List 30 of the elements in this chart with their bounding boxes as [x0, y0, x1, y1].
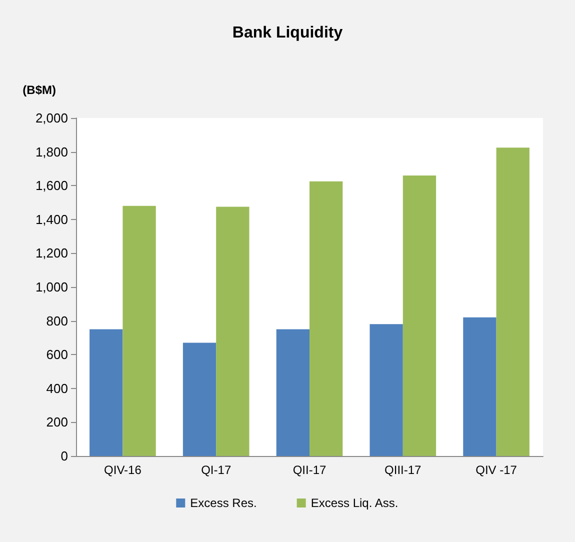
bar — [463, 317, 496, 456]
bar — [276, 329, 310, 456]
x-tick-label: QII-17 — [292, 463, 326, 477]
y-tick-label: 1,400 — [35, 212, 68, 227]
legend-label: Excess Liq. Ass. — [310, 496, 398, 510]
y-tick-label: 800 — [46, 313, 68, 328]
legend-label: Excess Res. — [190, 496, 257, 510]
bar — [216, 206, 250, 456]
x-tick-label: QIV -17 — [476, 463, 518, 477]
bar — [402, 175, 436, 456]
y-tick-label: 1,200 — [35, 246, 68, 261]
bar — [496, 148, 530, 456]
bar — [310, 181, 343, 456]
y-tick-label: 400 — [46, 380, 68, 396]
chart-title: Bank Liquidity — [232, 24, 343, 42]
x-tick-label: QIII-17 — [384, 463, 422, 477]
bar — [370, 324, 403, 456]
bar — [90, 329, 123, 456]
y-tick-label: 600 — [46, 347, 68, 362]
y-tick-label: 0 — [60, 448, 68, 464]
bar — [182, 342, 216, 456]
y-tick-label: 1,800 — [35, 144, 68, 160]
x-tick-label: QIV-16 — [104, 463, 142, 477]
y-tick-label: 200 — [46, 414, 68, 430]
y-tick-label: 1,600 — [35, 178, 68, 194]
x-tick-label: QI-17 — [201, 463, 232, 477]
y-tick-label: 2,000 — [35, 110, 68, 126]
y-tick-label: 1,000 — [35, 280, 68, 294]
bar — [122, 206, 156, 456]
y-axis-title: (B$M) — [22, 83, 56, 97]
